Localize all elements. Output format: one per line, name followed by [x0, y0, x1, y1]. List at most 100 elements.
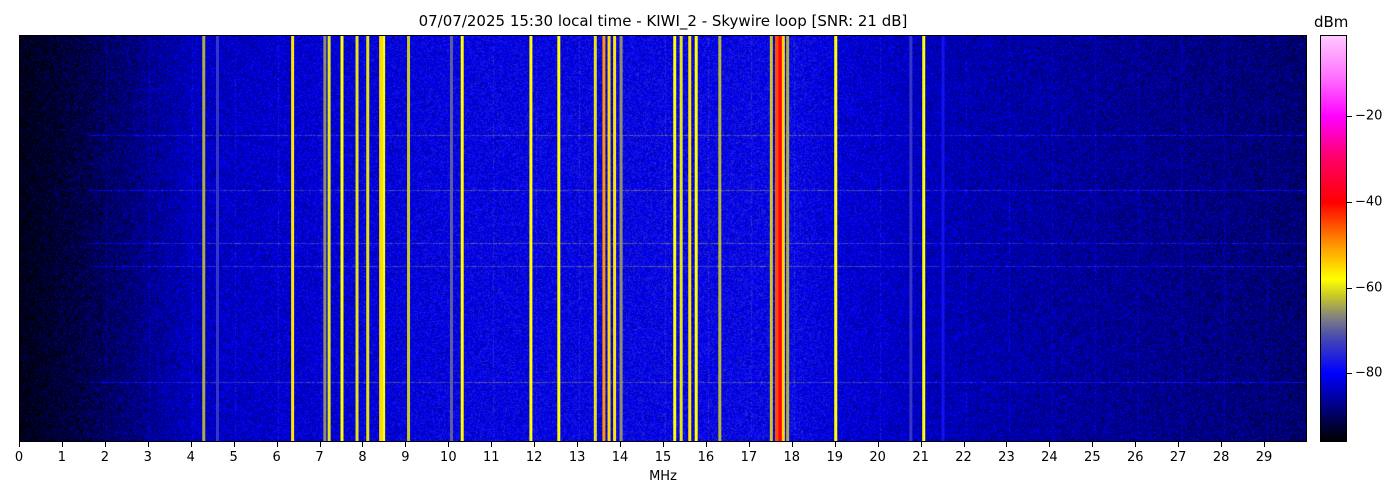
- signal-line: [619, 36, 623, 441]
- signal-line: [694, 36, 698, 441]
- signal-line: [327, 36, 331, 441]
- colorbar-tick: [1347, 287, 1352, 289]
- x-tick: [705, 442, 707, 447]
- x-tick: [491, 442, 493, 447]
- signal-line: [786, 36, 790, 441]
- x-tick-label: 3: [143, 450, 152, 465]
- signal-line: [460, 36, 464, 441]
- colorbar-tick-label: −20: [1355, 108, 1383, 124]
- x-tick: [104, 442, 106, 447]
- colorbar-tick-label: −60: [1355, 280, 1383, 296]
- x-tick-label: 26: [1126, 450, 1144, 465]
- x-tick-label: 14: [611, 450, 629, 465]
- x-tick-label: 13: [568, 450, 586, 465]
- signal-line: [449, 36, 453, 441]
- x-tick: [1006, 442, 1008, 447]
- x-tick: [1178, 442, 1180, 447]
- colorbar: [1320, 35, 1347, 442]
- colorbar-tick-label: −80: [1355, 365, 1383, 381]
- x-tick-label: 5: [229, 450, 238, 465]
- x-tick: [276, 442, 278, 447]
- chart-title: 07/07/2025 15:30 local time - KIWI_2 - S…: [418, 12, 908, 30]
- signal-line: [613, 36, 617, 441]
- signal-line: [379, 36, 383, 441]
- x-tick-label: 23: [998, 450, 1015, 465]
- x-tick-label: 15: [654, 450, 672, 465]
- x-tick-label: 2: [100, 450, 109, 465]
- signal-line: [778, 36, 783, 441]
- x-tick-label: 9: [401, 450, 410, 465]
- x-tick: [319, 442, 321, 447]
- signal-line: [202, 36, 206, 441]
- x-axis-label: MHz: [649, 469, 677, 484]
- x-tick: [1264, 442, 1266, 447]
- signal-line: [215, 36, 219, 441]
- x-tick: [1135, 442, 1137, 447]
- x-tick-label: 12: [525, 450, 543, 465]
- x-tick-label: 21: [912, 450, 929, 465]
- x-tick-label: 1: [57, 450, 67, 465]
- x-tick-label: 11: [482, 450, 500, 465]
- signal-line: [769, 36, 773, 441]
- colorbar-label: dBm: [1314, 13, 1349, 31]
- x-tick-label: 25: [1084, 450, 1101, 465]
- x-tick: [1221, 442, 1223, 447]
- x-tick: [147, 442, 149, 447]
- signal-line: [718, 36, 722, 441]
- x-tick: [620, 442, 622, 447]
- x-tick: [920, 442, 922, 447]
- signal-line: [673, 36, 677, 441]
- signal-line: [355, 36, 359, 441]
- colorbar-tick: [1347, 373, 1352, 375]
- x-tick: [405, 442, 407, 447]
- x-tick-label: 0: [14, 450, 24, 465]
- x-tick-label: 8: [358, 450, 367, 465]
- colorbar-tick: [1347, 116, 1352, 118]
- x-tick-label: 27: [1169, 450, 1187, 465]
- signal-line: [688, 36, 692, 441]
- x-tick-label: 20: [869, 450, 886, 465]
- x-tick: [577, 442, 579, 447]
- x-tick: [834, 442, 836, 447]
- x-tick: [61, 442, 63, 447]
- signal-line: [774, 36, 779, 441]
- colorbar-tick: [1347, 202, 1352, 204]
- signal-line: [557, 36, 561, 441]
- x-tick-label: 29: [1255, 450, 1273, 465]
- noise-heatmap: [20, 36, 1306, 441]
- x-tick-label: 24: [1041, 450, 1058, 465]
- x-tick: [19, 442, 20, 447]
- colorbar-tick-label: −40: [1355, 194, 1383, 210]
- x-tick: [748, 442, 750, 447]
- signal-line: [781, 36, 785, 441]
- signal-line: [607, 36, 611, 441]
- signal-line: [366, 36, 370, 441]
- x-tick-label: 10: [440, 450, 457, 465]
- x-tick: [1049, 442, 1051, 447]
- x-tick-label: 28: [1212, 450, 1230, 465]
- signal-line: [407, 36, 411, 441]
- x-tick: [791, 442, 793, 447]
- signal-line: [909, 36, 913, 441]
- x-tick: [448, 442, 450, 447]
- x-tick: [233, 442, 235, 447]
- x-tick-label: 17: [740, 450, 758, 465]
- x-tick: [963, 442, 965, 447]
- x-tick-label: 4: [186, 450, 195, 465]
- waterfall-plot: [19, 35, 1307, 442]
- x-tick: [1092, 442, 1094, 447]
- signal-line: [602, 36, 606, 441]
- x-tick: [190, 442, 192, 447]
- x-tick-label: 18: [783, 450, 801, 465]
- signal-line: [679, 36, 683, 441]
- signal-layer: [202, 36, 945, 441]
- signal-line: [941, 36, 945, 441]
- x-tick-label: 6: [272, 450, 281, 465]
- signal-line: [529, 36, 533, 441]
- signal-line: [323, 36, 327, 441]
- x-tick: [877, 442, 879, 447]
- x-tick-label: 19: [826, 450, 843, 465]
- signal-line: [593, 36, 597, 441]
- x-tick: [663, 442, 664, 447]
- x-tick-label: 16: [697, 450, 715, 465]
